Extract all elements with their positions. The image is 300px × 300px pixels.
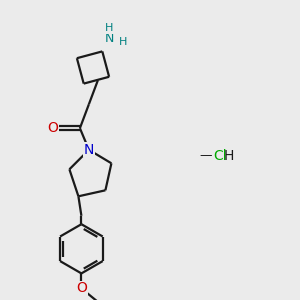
Text: N: N xyxy=(104,32,114,45)
Text: Cl: Cl xyxy=(213,149,226,163)
Text: H: H xyxy=(224,149,234,163)
Text: O: O xyxy=(76,281,87,296)
Text: H: H xyxy=(105,23,113,33)
Text: H: H xyxy=(118,37,127,47)
Text: N: N xyxy=(84,143,94,157)
Text: O: O xyxy=(47,121,58,135)
Text: —: — xyxy=(200,149,212,163)
